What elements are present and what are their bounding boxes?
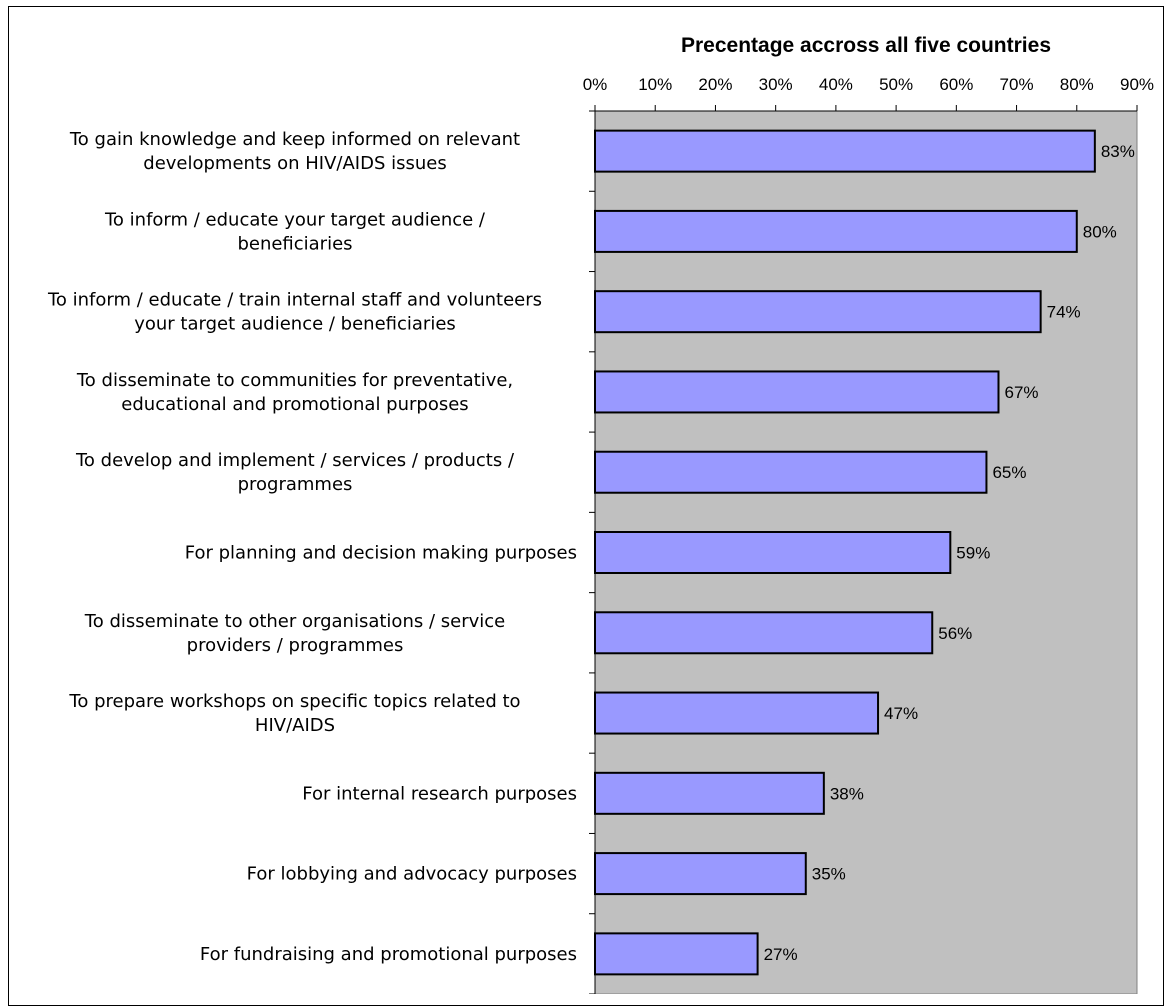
bar xyxy=(594,932,759,976)
category-label: To prepare workshops on specific topics … xyxy=(68,691,520,736)
category-label: For planning and decision making purpose… xyxy=(185,543,577,564)
category-label: To gain knowledge and keep informed on r… xyxy=(69,129,520,174)
category-label: To disseminate to other organisations / … xyxy=(84,611,505,656)
data-labels: 83% 80% 74% 67% 65% 59% 56% 47% 38% 35% 27% xyxy=(764,142,1135,964)
data-label: 80% xyxy=(1083,222,1117,241)
category-label-line: To prepare workshops on specific topics … xyxy=(68,691,520,712)
category-label-line: To disseminate to communities for preven… xyxy=(76,370,513,391)
bar xyxy=(594,290,1042,334)
data-label: 35% xyxy=(812,865,846,884)
chart-title: Precentage accross all five countries xyxy=(681,34,1051,57)
data-label: 59% xyxy=(956,544,990,563)
x-tick-label: 40% xyxy=(819,75,853,94)
category-label-line: providers / programmes xyxy=(187,635,404,656)
category-label-line: your target audience / beneficiaries xyxy=(134,314,456,335)
category-label: For lobbying and advocacy purposes xyxy=(247,864,577,885)
x-tick-label: 0% xyxy=(583,75,608,94)
category-label: To inform / educate / train internal sta… xyxy=(47,290,542,335)
bar xyxy=(594,771,825,815)
data-label: 67% xyxy=(1004,383,1038,402)
bar xyxy=(594,129,1096,173)
category-label: To disseminate to communities for preven… xyxy=(76,370,513,415)
category-label-line: To inform / educate your target audience… xyxy=(104,209,486,230)
bar xyxy=(594,852,807,896)
data-label: 56% xyxy=(938,624,972,643)
x-tick-label: 80% xyxy=(1060,75,1094,94)
bar xyxy=(594,209,1078,253)
category-labels: To gain knowledge and keep informed on r… xyxy=(47,129,577,965)
category-label: To inform / educate your target audience… xyxy=(104,209,486,254)
data-label: 38% xyxy=(830,784,864,803)
category-label-line: programmes xyxy=(238,474,353,495)
data-label: 27% xyxy=(764,945,798,964)
category-label-line: To disseminate to other organisations / … xyxy=(84,611,505,632)
x-tick-label: 70% xyxy=(1000,75,1034,94)
x-tick-label: 10% xyxy=(638,75,672,94)
data-label: 47% xyxy=(884,704,918,723)
category-label-line: To develop and implement / services / pr… xyxy=(75,450,515,471)
x-tick-label: 60% xyxy=(939,75,973,94)
bars xyxy=(594,129,1096,976)
category-label: To develop and implement / services / pr… xyxy=(75,450,515,495)
x-tick-label: 90% xyxy=(1120,75,1154,94)
bar xyxy=(594,450,988,494)
category-label-line: For internal research purposes xyxy=(302,783,577,804)
category-label-line: To gain knowledge and keep informed on r… xyxy=(69,129,520,150)
bar xyxy=(594,691,880,735)
category-label-line: HIV/AIDS xyxy=(255,715,335,736)
category-label-line: developments on HIV/AIDS issues xyxy=(143,153,446,174)
category-label-line: beneficiaries xyxy=(237,233,352,254)
x-tick-label: 50% xyxy=(879,75,913,94)
category-label-line: For fundraising and promotional purposes xyxy=(200,944,577,965)
category-label: For fundraising and promotional purposes xyxy=(200,944,577,965)
x-axis: 0% 10% 20% 30% 40% 50% 60% 70% 80% 90% xyxy=(583,75,1154,112)
x-tick-label: 30% xyxy=(759,75,793,94)
bar xyxy=(594,611,934,655)
category-label: For internal research purposes xyxy=(302,783,577,804)
category-label-line: To inform / educate / train internal sta… xyxy=(47,290,542,311)
bar xyxy=(594,531,952,574)
x-tick-label: 20% xyxy=(698,75,732,94)
data-label: 74% xyxy=(1047,303,1081,322)
category-label-line: For lobbying and advocacy purposes xyxy=(247,864,577,885)
data-label: 65% xyxy=(992,463,1026,482)
data-label: 83% xyxy=(1101,142,1135,161)
bar xyxy=(594,370,1000,414)
category-label-line: educational and promotional purposes xyxy=(121,394,468,415)
category-label-line: For planning and decision making purpose… xyxy=(185,543,577,564)
